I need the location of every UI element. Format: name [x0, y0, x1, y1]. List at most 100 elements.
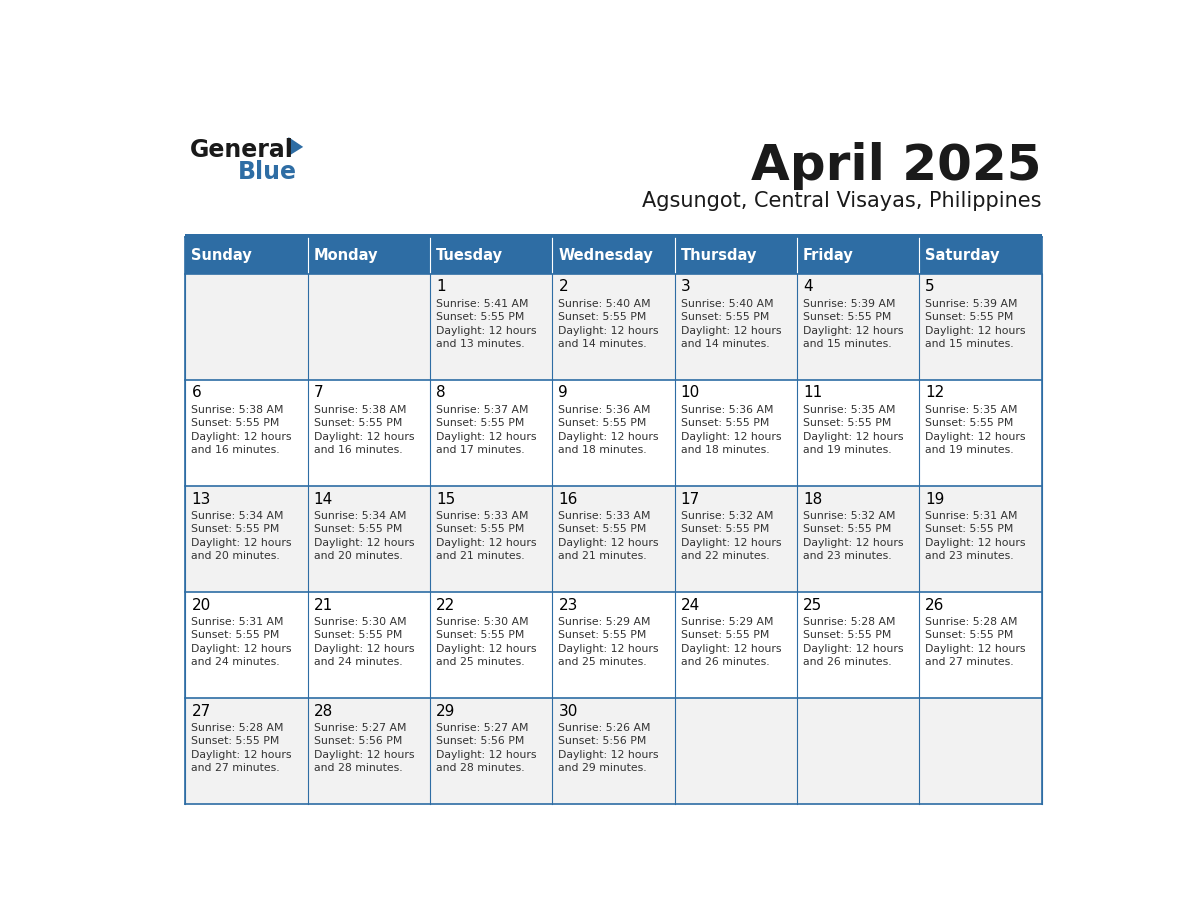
Text: 13: 13 [191, 491, 210, 507]
Text: Blue: Blue [238, 160, 297, 184]
Text: Friday: Friday [803, 248, 854, 263]
Text: 6: 6 [191, 386, 201, 400]
Text: 1: 1 [436, 279, 446, 295]
Text: 18: 18 [803, 491, 822, 507]
Bar [797, 274, 920, 380]
Text: Sunrise: 5:36 AM
Sunset: 5:55 PM
Daylight: 12 hours
and 18 minutes.: Sunrise: 5:36 AM Sunset: 5:55 PM Dayligh… [681, 405, 782, 455]
Text: 8: 8 [436, 386, 446, 400]
Text: 28: 28 [314, 703, 333, 719]
Text: Sunrise: 5:34 AM
Sunset: 5:55 PM
Daylight: 12 hours
and 20 minutes.: Sunrise: 5:34 AM Sunset: 5:55 PM Dayligh… [191, 510, 292, 562]
Text: Sunrise: 5:40 AM
Sunset: 5:55 PM
Daylight: 12 hours
and 14 minutes.: Sunrise: 5:40 AM Sunset: 5:55 PM Dayligh… [681, 298, 782, 350]
Bar [797, 487, 920, 592]
Bar [430, 487, 552, 592]
Text: 15: 15 [436, 491, 455, 507]
Text: Sunrise: 5:36 AM
Sunset: 5:55 PM
Daylight: 12 hours
and 18 minutes.: Sunrise: 5:36 AM Sunset: 5:55 PM Dayligh… [558, 405, 659, 455]
Text: Sunrise: 5:30 AM
Sunset: 5:55 PM
Daylight: 12 hours
and 24 minutes.: Sunrise: 5:30 AM Sunset: 5:55 PM Dayligh… [314, 617, 415, 667]
Text: Sunrise: 5:33 AM
Sunset: 5:55 PM
Daylight: 12 hours
and 21 minutes.: Sunrise: 5:33 AM Sunset: 5:55 PM Dayligh… [436, 510, 537, 562]
Text: Sunrise: 5:27 AM
Sunset: 5:56 PM
Daylight: 12 hours
and 28 minutes.: Sunrise: 5:27 AM Sunset: 5:56 PM Dayligh… [436, 722, 537, 774]
Text: Monday: Monday [314, 248, 378, 263]
Bar [920, 274, 1042, 380]
Text: Sunrise: 5:39 AM
Sunset: 5:55 PM
Daylight: 12 hours
and 15 minutes.: Sunrise: 5:39 AM Sunset: 5:55 PM Dayligh… [803, 298, 904, 350]
Text: General: General [190, 139, 293, 162]
Bar [185, 380, 308, 487]
Text: 24: 24 [681, 598, 700, 612]
Text: Sunrise: 5:40 AM
Sunset: 5:55 PM
Daylight: 12 hours
and 14 minutes.: Sunrise: 5:40 AM Sunset: 5:55 PM Dayligh… [558, 298, 659, 350]
Text: 4: 4 [803, 279, 813, 295]
Text: Saturday: Saturday [925, 248, 1000, 263]
Bar [430, 380, 552, 487]
Text: Sunrise: 5:38 AM
Sunset: 5:55 PM
Daylight: 12 hours
and 16 minutes.: Sunrise: 5:38 AM Sunset: 5:55 PM Dayligh… [191, 405, 292, 455]
Bar [185, 699, 308, 804]
Bar [797, 238, 920, 274]
Text: Sunrise: 5:34 AM
Sunset: 5:55 PM
Daylight: 12 hours
and 20 minutes.: Sunrise: 5:34 AM Sunset: 5:55 PM Dayligh… [314, 510, 415, 562]
Text: Sunrise: 5:29 AM
Sunset: 5:55 PM
Daylight: 12 hours
and 26 minutes.: Sunrise: 5:29 AM Sunset: 5:55 PM Dayligh… [681, 617, 782, 667]
Bar [675, 274, 797, 380]
Bar [552, 238, 675, 274]
Text: 14: 14 [314, 491, 333, 507]
Bar [797, 380, 920, 487]
Text: 21: 21 [314, 598, 333, 612]
Text: 19: 19 [925, 491, 944, 507]
Text: Sunrise: 5:32 AM
Sunset: 5:55 PM
Daylight: 12 hours
and 23 minutes.: Sunrise: 5:32 AM Sunset: 5:55 PM Dayligh… [803, 510, 904, 562]
Bar [430, 592, 552, 699]
Text: 3: 3 [681, 279, 690, 295]
Text: 17: 17 [681, 491, 700, 507]
Text: Sunrise: 5:26 AM
Sunset: 5:56 PM
Daylight: 12 hours
and 29 minutes.: Sunrise: 5:26 AM Sunset: 5:56 PM Dayligh… [558, 722, 659, 774]
Bar [185, 592, 308, 699]
Text: Sunrise: 5:28 AM
Sunset: 5:55 PM
Daylight: 12 hours
and 26 minutes.: Sunrise: 5:28 AM Sunset: 5:55 PM Dayligh… [803, 617, 904, 667]
Text: 26: 26 [925, 598, 944, 612]
Bar [308, 274, 430, 380]
Text: 11: 11 [803, 386, 822, 400]
Text: Sunrise: 5:39 AM
Sunset: 5:55 PM
Daylight: 12 hours
and 15 minutes.: Sunrise: 5:39 AM Sunset: 5:55 PM Dayligh… [925, 298, 1026, 350]
Bar [185, 274, 308, 380]
Bar [675, 380, 797, 487]
Text: 16: 16 [558, 491, 577, 507]
Bar [308, 238, 430, 274]
Bar [675, 487, 797, 592]
Text: Sunrise: 5:29 AM
Sunset: 5:55 PM
Daylight: 12 hours
and 25 minutes.: Sunrise: 5:29 AM Sunset: 5:55 PM Dayligh… [558, 617, 659, 667]
Text: 10: 10 [681, 386, 700, 400]
Bar [308, 592, 430, 699]
Bar [308, 487, 430, 592]
Text: Sunrise: 5:31 AM
Sunset: 5:55 PM
Daylight: 12 hours
and 24 minutes.: Sunrise: 5:31 AM Sunset: 5:55 PM Dayligh… [191, 617, 292, 667]
Text: 7: 7 [314, 386, 323, 400]
Text: Sunrise: 5:37 AM
Sunset: 5:55 PM
Daylight: 12 hours
and 17 minutes.: Sunrise: 5:37 AM Sunset: 5:55 PM Dayligh… [436, 405, 537, 455]
Bar [920, 487, 1042, 592]
Bar [920, 238, 1042, 274]
Text: 20: 20 [191, 598, 210, 612]
Text: Thursday: Thursday [681, 248, 757, 263]
Text: Sunrise: 5:27 AM
Sunset: 5:56 PM
Daylight: 12 hours
and 28 minutes.: Sunrise: 5:27 AM Sunset: 5:56 PM Dayligh… [314, 722, 415, 774]
Text: 23: 23 [558, 598, 577, 612]
Text: 25: 25 [803, 598, 822, 612]
Text: 9: 9 [558, 386, 568, 400]
Bar [185, 238, 308, 274]
Bar [675, 699, 797, 804]
Bar [430, 274, 552, 380]
Polygon shape [289, 137, 303, 156]
Bar [920, 380, 1042, 487]
Text: Sunrise: 5:33 AM
Sunset: 5:55 PM
Daylight: 12 hours
and 21 minutes.: Sunrise: 5:33 AM Sunset: 5:55 PM Dayligh… [558, 510, 659, 562]
Text: Sunrise: 5:31 AM
Sunset: 5:55 PM
Daylight: 12 hours
and 23 minutes.: Sunrise: 5:31 AM Sunset: 5:55 PM Dayligh… [925, 510, 1026, 562]
Text: Sunday: Sunday [191, 248, 252, 263]
Text: 12: 12 [925, 386, 944, 400]
Text: Tuesday: Tuesday [436, 248, 503, 263]
Text: 2: 2 [558, 279, 568, 295]
Text: 29: 29 [436, 703, 455, 719]
Bar [552, 380, 675, 487]
Text: Sunrise: 5:30 AM
Sunset: 5:55 PM
Daylight: 12 hours
and 25 minutes.: Sunrise: 5:30 AM Sunset: 5:55 PM Dayligh… [436, 617, 537, 667]
Text: Sunrise: 5:28 AM
Sunset: 5:55 PM
Daylight: 12 hours
and 27 minutes.: Sunrise: 5:28 AM Sunset: 5:55 PM Dayligh… [191, 722, 292, 774]
Bar [797, 699, 920, 804]
Text: 27: 27 [191, 703, 210, 719]
Text: April 2025: April 2025 [751, 142, 1042, 190]
Bar [552, 592, 675, 699]
Text: Wednesday: Wednesday [558, 248, 653, 263]
Text: Sunrise: 5:38 AM
Sunset: 5:55 PM
Daylight: 12 hours
and 16 minutes.: Sunrise: 5:38 AM Sunset: 5:55 PM Dayligh… [314, 405, 415, 455]
Bar [552, 274, 675, 380]
Text: Sunrise: 5:32 AM
Sunset: 5:55 PM
Daylight: 12 hours
and 22 minutes.: Sunrise: 5:32 AM Sunset: 5:55 PM Dayligh… [681, 510, 782, 562]
Bar [552, 487, 675, 592]
Bar [552, 699, 675, 804]
Text: 5: 5 [925, 279, 935, 295]
Bar [920, 699, 1042, 804]
Bar [185, 234, 1042, 238]
Bar [185, 487, 308, 592]
